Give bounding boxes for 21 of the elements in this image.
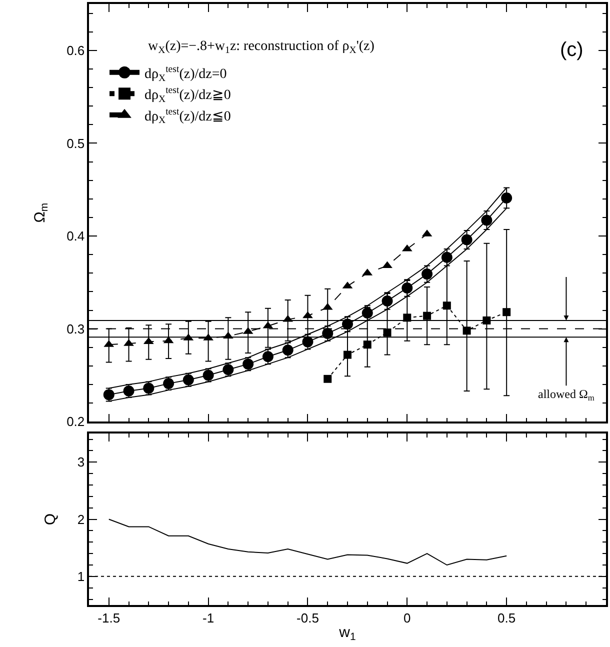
y-tick-label: 0.5 — [66, 136, 85, 151]
text: w$_{X}$(z)=−.8+w$_{1}$z: reconstruction of ρ$_{X}$'(z) — [148, 39, 375, 56]
legend-label: dρ$_{X}$$^{test}$(z)/dz≦0 — [144, 106, 231, 126]
x-tick-label: 0.5 — [498, 610, 516, 626]
legend-label: dρ$_{X}$$^{test}$(z)/dz=0 — [144, 64, 227, 84]
x-tick-label: 0 — [404, 610, 411, 626]
y-tick-label: 0.3 — [66, 321, 85, 336]
x-tick-label: -1.5 — [98, 610, 120, 626]
y-tick-label: 2 — [77, 512, 85, 527]
y-tick-label: 0.6 — [66, 42, 85, 58]
x-tick-label: -0.5 — [296, 610, 319, 626]
y-tick-label: 1 — [77, 568, 85, 584]
x-axis-title: w$_{1}$ — [338, 624, 356, 643]
y-tick-label: 3 — [77, 454, 85, 470]
x-tick-label: -1 — [202, 610, 214, 626]
annotation: allowed Ω$_{m}$ — [538, 387, 595, 403]
y-tick-label: 0.2 — [66, 414, 85, 430]
y-axis-title: Q — [42, 513, 60, 526]
legend-label: dρ$_{X}$$^{test}$(z)/dz≧0 — [144, 85, 231, 106]
annotation: (c) — [560, 39, 584, 61]
y-tick-label: 0.4 — [66, 228, 85, 244]
